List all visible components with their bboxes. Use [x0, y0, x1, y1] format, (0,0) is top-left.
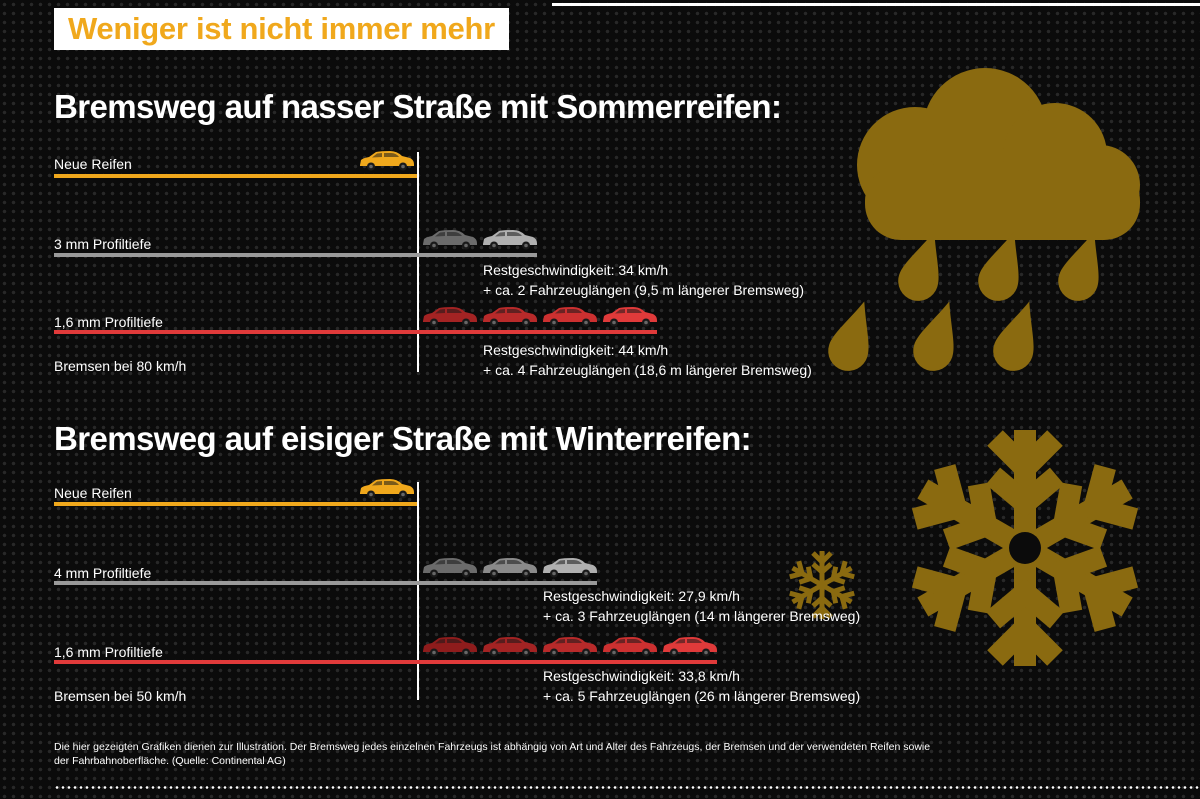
annotation-wet-3mm-line-2: + ca. 2 Fahrzeuglängen (9,5 m längerer B… [483, 282, 804, 298]
series-label-wet-2: 1,6 mm Profiltiefe [54, 314, 163, 330]
car-icon-0-1-1 [480, 229, 538, 256]
car-icon-1-2-4 [660, 636, 718, 663]
series-label-icy-1: 4 mm Profiltiefe [54, 565, 152, 581]
footnote: Die hier gezeigten Grafiken dienen zur I… [54, 741, 931, 767]
infographic-title: Weniger ist nicht immer mehr [54, 8, 509, 50]
car-icon-0-2-2 [540, 306, 598, 333]
car-icon-1-0-0 [357, 478, 415, 505]
speed-label-icy: Bremsen bei 50 km/h [54, 688, 187, 704]
annotation-wet-3mm: Restgeschwindigkeit: 34 km/h + ca. 2 Fah… [483, 260, 804, 300]
small-snowflake-icon [789, 551, 855, 619]
car-icon-0-2-0 [420, 306, 478, 333]
annotation-icy-4mm: Restgeschwindigkeit: 27,9 km/h + ca. 3 F… [543, 586, 860, 626]
series-label-wet-0: Neue Reifen [54, 156, 132, 172]
reference-line-wet [417, 152, 419, 372]
bar-0-2 [54, 330, 657, 334]
car-icon-1-2-0 [420, 636, 478, 663]
annotation-icy-16mm-line-2: + ca. 5 Fahrzeuglängen (26 m längerer Br… [543, 688, 861, 704]
reference-line-icy [417, 482, 419, 700]
bar-0-1 [54, 253, 537, 257]
car-icon-1-1-1 [480, 557, 538, 584]
bar-1-0 [54, 502, 417, 506]
car-icon-0-0-0 [357, 150, 415, 177]
car-icon-0-2-1 [480, 306, 538, 333]
bar-0-0 [54, 174, 417, 178]
annotation-wet-3mm-line-1: Restgeschwindigkeit: 34 km/h [483, 262, 669, 278]
annotation-wet-16mm-line-1: Restgeschwindigkeit: 44 km/h [483, 342, 669, 358]
annotation-icy-4mm-line-1: Restgeschwindigkeit: 27,9 km/h [543, 588, 740, 604]
large-snowflake-icon [911, 430, 1139, 666]
car-icon-1-2-1 [480, 636, 538, 663]
rain-cloud-icon [828, 68, 1140, 371]
bar-1-1 [54, 581, 597, 585]
car-icon-1-2-2 [540, 636, 598, 663]
annotation-wet-16mm-line-2: + ca. 4 Fahrzeuglängen (18,6 m längerer … [483, 362, 812, 378]
annotation-wet-16mm: Restgeschwindigkeit: 44 km/h + ca. 4 Fah… [483, 340, 812, 380]
car-icon-1-1-0 [420, 557, 478, 584]
annotation-icy-16mm: Restgeschwindigkeit: 33,8 km/h + ca. 5 F… [543, 666, 860, 706]
series-label-icy-2: 1,6 mm Profiltiefe [54, 644, 163, 660]
bottom-dotted-rule [54, 786, 1200, 789]
car-icon-0-1-0 [420, 229, 478, 256]
car-icon-0-2-3 [600, 306, 658, 333]
car-icon-1-2-3 [600, 636, 658, 663]
series-label-wet-1: 3 mm Profiltiefe [54, 236, 152, 252]
top-rule [552, 3, 1200, 6]
annotation-icy-16mm-line-1: Restgeschwindigkeit: 33,8 km/h [543, 668, 740, 684]
car-icon-1-1-2 [540, 557, 598, 584]
speed-label-wet: Bremsen bei 80 km/h [54, 358, 187, 374]
chart-title-wet-road: Bremsweg auf nasser Straße mit Sommerrei… [54, 88, 782, 125]
chart-title-icy-road: Bremsweg auf eisiger Straße mit Winterre… [54, 420, 752, 457]
series-label-icy-0: Neue Reifen [54, 485, 132, 501]
annotation-icy-4mm-line-2: + ca. 3 Fahrzeuglängen (14 m längerer Br… [543, 608, 861, 624]
bar-1-2 [54, 660, 717, 664]
